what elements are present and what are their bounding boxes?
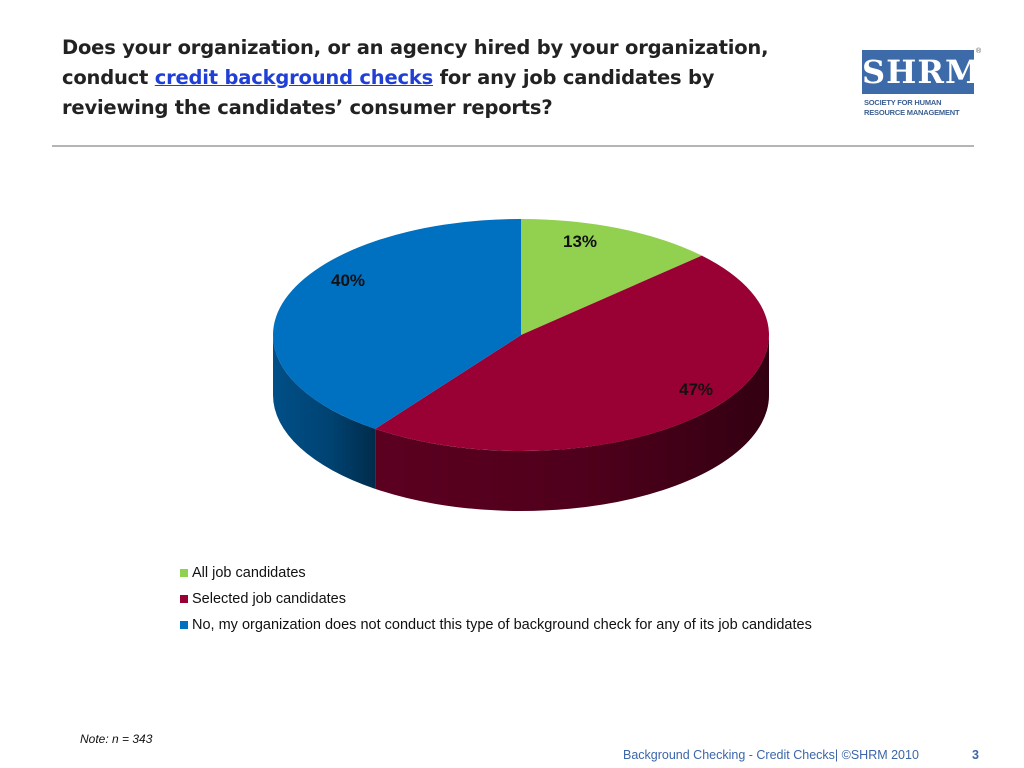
chart-legend: All job candidates Selected job candidat…: [180, 560, 812, 638]
legend-label-selected: Selected job candidates: [192, 591, 346, 607]
footer-text: Background Checking - Credit Checks| ©SH…: [623, 748, 919, 762]
credit-background-checks-link[interactable]: credit background checks: [154, 66, 434, 89]
shrm-logo-text: SHRM: [862, 53, 982, 91]
legend-item-none: No, my organization does not conduct thi…: [180, 612, 812, 638]
legend-swatch-none: [180, 621, 188, 629]
sample-size-note: Note: n = 343: [80, 732, 153, 746]
title-text-start: Does your organization, or an agency hir…: [62, 36, 769, 89]
pie-tops: [272, 218, 770, 452]
slide-title: Does your organization, or an agency hir…: [62, 33, 822, 123]
pie-data-labels: 13% 47% 40%: [331, 232, 713, 399]
registered-mark: ®: [976, 48, 982, 55]
pie-slice-none: [272, 218, 521, 429]
title-divider: [52, 145, 974, 147]
pie-sides: [273, 335, 769, 512]
pie-slice-selected: [375, 255, 770, 452]
legend-swatch-all: [180, 569, 188, 577]
shrm-logo-mark: SHRM: [862, 50, 982, 94]
data-label-all: 13%: [563, 232, 597, 251]
data-label-selected: 47%: [679, 380, 713, 399]
pie-side-shade-none: [273, 335, 376, 489]
pie-side-shade-selected: [375, 335, 769, 512]
data-label-none: 40%: [331, 271, 365, 290]
legend-swatch-selected: [180, 595, 188, 603]
logo-tagline-line1: SOCIETY FOR HUMAN: [864, 98, 942, 107]
title-text-end: for any job candidates by reviewing the …: [62, 66, 715, 119]
page-number: 3: [972, 748, 979, 762]
shrm-logo-tagline: SOCIETY FOR HUMAN RESOURCE MANAGEMENT: [864, 98, 980, 118]
legend-label-none: No, my organization does not conduct thi…: [192, 617, 812, 633]
legend-item-selected: Selected job candidates: [180, 586, 812, 612]
legend-item-all: All job candidates: [180, 560, 812, 586]
logo-tagline-line2: RESOURCE MANAGEMENT: [864, 108, 960, 117]
legend-label-all: All job candidates: [192, 565, 306, 581]
shrm-logo: SHRM ® SOCIETY FOR HUMAN RESOURCE MANAGE…: [862, 48, 982, 122]
pie-slice-all: [521, 219, 702, 335]
